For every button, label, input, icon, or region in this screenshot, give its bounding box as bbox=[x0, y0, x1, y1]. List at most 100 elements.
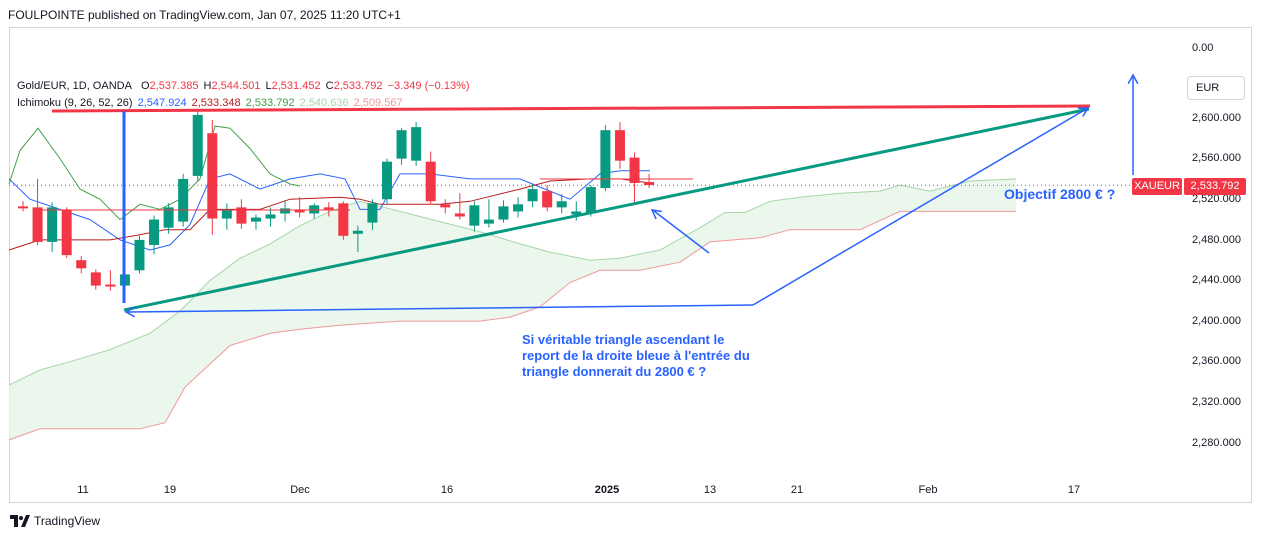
y-tick-label: 2,480.000 bbox=[1192, 234, 1241, 246]
ichimoku-cloud bbox=[8, 178, 1017, 441]
legend-o-label: O bbox=[140, 80, 150, 92]
chart-frame[interactable] bbox=[9, 27, 1252, 503]
tenkan-sen-line bbox=[8, 170, 650, 251]
y-tick-label: 2,600.000 bbox=[1192, 112, 1241, 124]
candle-body bbox=[61, 209, 72, 256]
return-arrowhead bbox=[124, 306, 136, 318]
candle-body bbox=[440, 204, 451, 208]
x-tick-label: 2025 bbox=[594, 484, 620, 496]
candles bbox=[18, 109, 655, 291]
objective-annotation-text: Objectif 2800 € ? bbox=[1004, 186, 1116, 202]
price-lines bbox=[9, 178, 1184, 211]
candle-body bbox=[163, 207, 174, 228]
ascending-support-line bbox=[123, 107, 1090, 312]
candle-body bbox=[90, 272, 101, 286]
candle-body bbox=[134, 239, 145, 271]
objective-arrowhead bbox=[1127, 73, 1139, 85]
candle-body bbox=[367, 203, 378, 223]
currency-unit-button[interactable]: EUR bbox=[1187, 76, 1245, 100]
y-tick-label: 2,400.000 bbox=[1192, 315, 1241, 327]
y-tick-label: 2,320.000 bbox=[1192, 396, 1241, 408]
pointer-arrow-line bbox=[653, 210, 710, 254]
candle-body bbox=[513, 204, 524, 212]
candle-body bbox=[47, 207, 58, 242]
x-tick-label: 21 bbox=[790, 484, 804, 496]
candle-body bbox=[396, 130, 407, 159]
x-tick-label: 11 bbox=[77, 484, 89, 496]
candle-body bbox=[614, 130, 625, 161]
chikou-span-line bbox=[8, 125, 301, 221]
candle-body bbox=[236, 207, 247, 224]
ichimoku-lines bbox=[8, 125, 651, 251]
candle-body bbox=[323, 207, 334, 210]
candle-body bbox=[629, 157, 640, 183]
x-tick-label: Feb bbox=[918, 484, 938, 496]
legend-c-label: C bbox=[325, 80, 334, 92]
candle-body bbox=[425, 161, 436, 202]
ichimoku-senkou-b-value: 2,509.567 bbox=[353, 97, 403, 109]
y-tick-label: 2,280.000 bbox=[1192, 437, 1241, 449]
legend-open: 2,537.385 bbox=[149, 80, 199, 92]
x-tick-label: 16 bbox=[440, 484, 454, 496]
candle-body bbox=[454, 213, 465, 217]
legend-h-label: H bbox=[203, 80, 212, 92]
candle-body bbox=[571, 211, 582, 215]
y-tick-label: 2,360.000 bbox=[1192, 355, 1241, 367]
last-price-tag: 2,533.792 bbox=[1184, 178, 1246, 195]
legend-ichimoku: Ichimoku (9, 26, 52, 26) 2,547.924 2,533… bbox=[17, 97, 405, 109]
triangle-annotation-text: Si véritable triangle ascendant le repor… bbox=[522, 332, 750, 379]
candle-body bbox=[76, 260, 87, 269]
legend-ohlc: Gold/EUR, 1D, OANDA O2,537.385 H2,544.50… bbox=[17, 80, 472, 92]
candle-body bbox=[483, 219, 494, 224]
candle-body bbox=[309, 205, 320, 214]
candle-body bbox=[644, 181, 655, 186]
x-tick-label: 19 bbox=[163, 484, 177, 496]
legend-low: 2,531.452 bbox=[271, 80, 321, 92]
ichimoku-kijun-value: 2,533.348 bbox=[191, 97, 241, 109]
candle-body bbox=[105, 284, 116, 287]
candle-body bbox=[600, 130, 611, 189]
tradingview-footer[interactable]: TradingView bbox=[10, 514, 100, 528]
candle-body bbox=[18, 206, 28, 209]
candle-body bbox=[280, 208, 291, 214]
kijun-sen-line bbox=[8, 178, 651, 251]
candle-body bbox=[221, 209, 232, 219]
resistance-line bbox=[51, 104, 1091, 113]
y-tick-label: 2,440.000 bbox=[1192, 274, 1241, 286]
x-tick-label: 17 bbox=[1067, 484, 1081, 496]
legend-change: −3.349 (−0.13%) bbox=[387, 80, 470, 92]
pointer-arrowhead bbox=[650, 209, 663, 220]
y-tick-label: 2,560.000 bbox=[1192, 152, 1241, 164]
drawings bbox=[51, 73, 1139, 318]
candle-body bbox=[192, 114, 203, 176]
senkou-span-b-line bbox=[8, 210, 1016, 441]
candle-body bbox=[207, 133, 218, 219]
ichimoku-tenkan-value: 2,547.924 bbox=[137, 97, 187, 109]
publish-header: FOULPOINTE published on TradingView.com,… bbox=[8, 8, 401, 22]
candle-body bbox=[352, 230, 363, 234]
candle-body bbox=[265, 214, 276, 219]
candle-body bbox=[338, 203, 349, 236]
candle-body bbox=[585, 187, 596, 214]
candle-body bbox=[527, 189, 538, 202]
projection-arrowhead bbox=[1077, 107, 1090, 117]
candle-body bbox=[498, 206, 509, 220]
candle-body bbox=[250, 217, 261, 222]
ichimoku-chikou-value: 2,533.792 bbox=[245, 97, 295, 109]
y-tick-label: 0.00 bbox=[1192, 42, 1214, 54]
candle-body bbox=[32, 207, 43, 242]
legend-l-label: L bbox=[265, 80, 272, 92]
tradingview-logo-icon bbox=[10, 515, 30, 527]
legend-symbol: Gold/EUR, 1D, OANDA bbox=[17, 80, 132, 92]
legend-close: 2,533.792 bbox=[333, 80, 383, 92]
legend-high: 2,544.501 bbox=[211, 80, 261, 92]
x-tick-label: Dec bbox=[290, 484, 310, 496]
symbol-price-tag: XAUEUR bbox=[1132, 178, 1182, 195]
ichimoku-cloud-area bbox=[9, 178, 1016, 440]
footer-brand: TradingView bbox=[34, 514, 101, 528]
candle-body bbox=[556, 201, 567, 208]
candle-body bbox=[294, 209, 305, 213]
projection-line bbox=[752, 107, 1089, 306]
y-tick-label: 2,520.000 bbox=[1192, 193, 1241, 205]
